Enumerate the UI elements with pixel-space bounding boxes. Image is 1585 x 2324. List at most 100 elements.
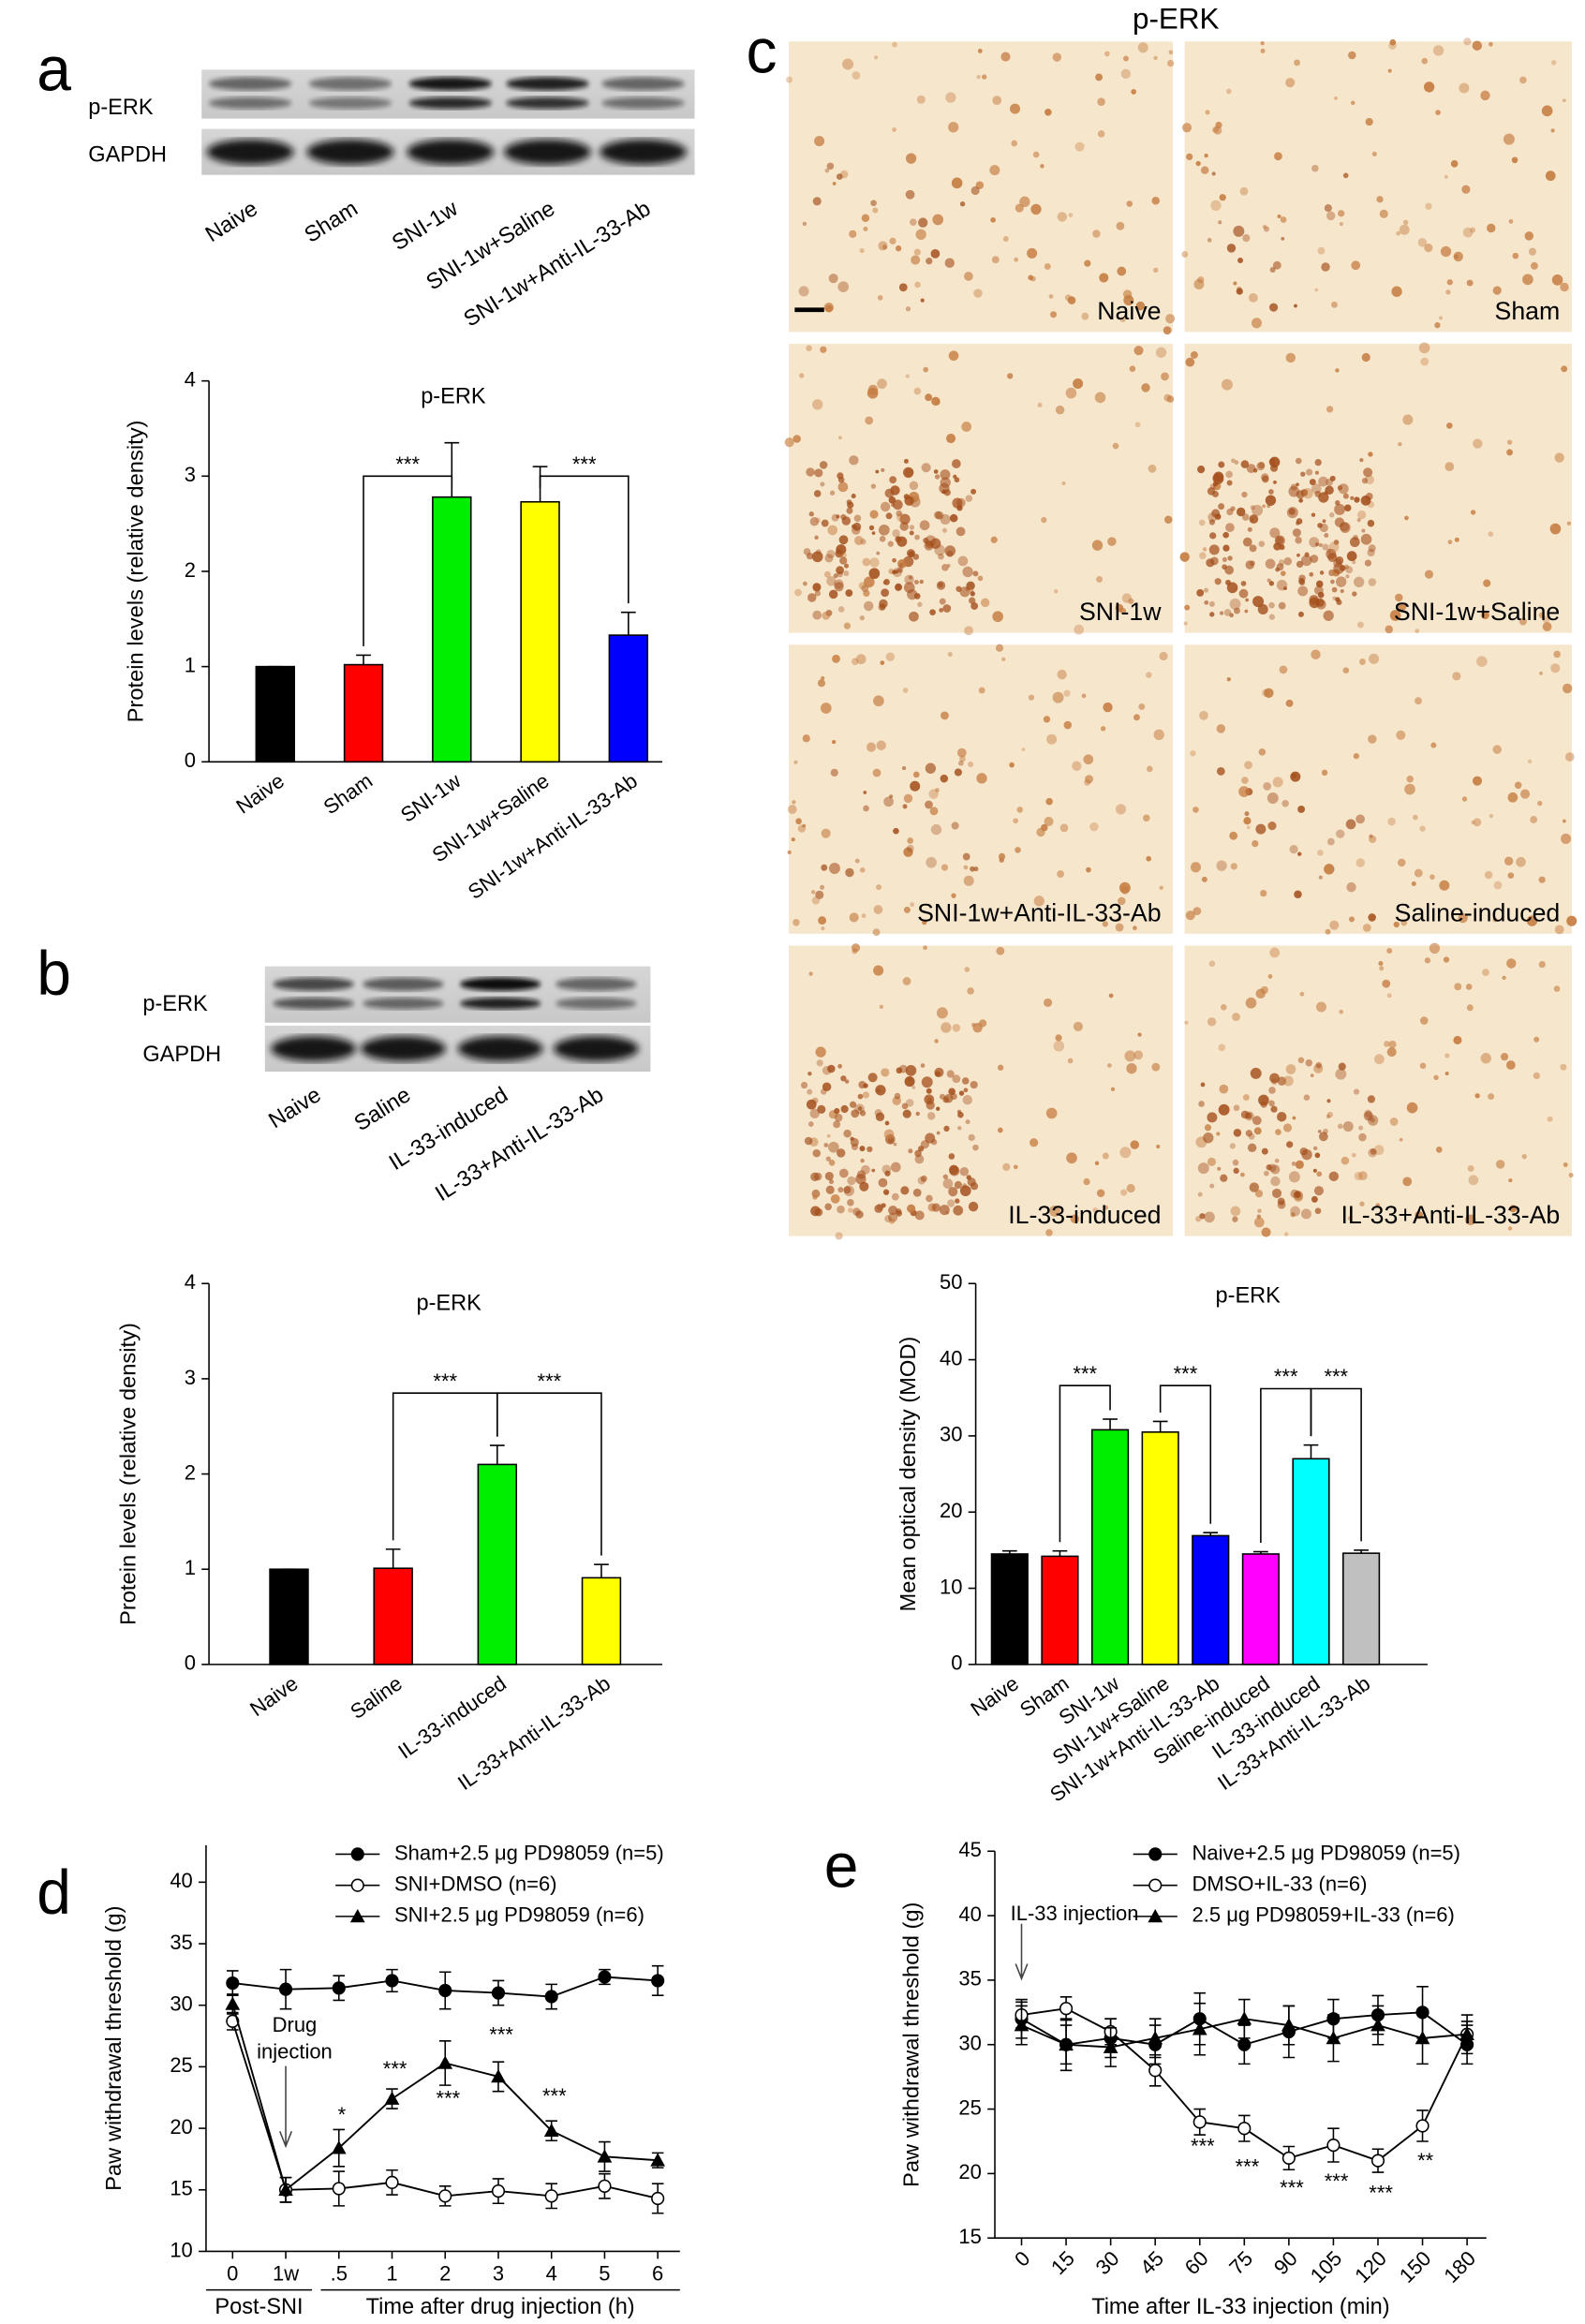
stained-cell (816, 1059, 823, 1067)
stained-cell (1367, 1095, 1375, 1103)
stained-cell (1183, 621, 1188, 626)
stained-cell (802, 823, 807, 828)
stained-cell (1278, 601, 1286, 610)
stained-cell (883, 796, 894, 807)
stained-cell (941, 527, 947, 533)
marker (598, 2179, 612, 2193)
stained-cell (1212, 481, 1219, 487)
stained-cell (934, 474, 941, 480)
stained-cell (1549, 523, 1562, 535)
stained-cell (1480, 90, 1490, 101)
stained-cell (1367, 548, 1375, 557)
blot-band (555, 977, 637, 991)
stained-cell (843, 1186, 852, 1194)
stained-cell (1252, 504, 1264, 516)
marker (1148, 2064, 1163, 2078)
stained-cell (1204, 600, 1209, 605)
stained-cell (1277, 214, 1281, 219)
stained-cell (1208, 519, 1216, 525)
stained-cell (1123, 55, 1129, 62)
stained-cell (895, 1208, 902, 1215)
significance-bracket (1310, 1387, 1362, 1542)
x-tick-label: 60 (1180, 2246, 1213, 2279)
marker (544, 2189, 558, 2203)
stained-cell (1291, 773, 1296, 778)
legend-label: SNI+DMSO (n=6) (394, 1872, 556, 1895)
stained-cell (1418, 342, 1430, 354)
micrograph-label: SNI-1w+Anti-IL-33-Ab (917, 898, 1161, 926)
stained-cell (1289, 845, 1298, 854)
bar (1192, 1534, 1230, 1665)
stained-cell (828, 274, 838, 284)
stained-cell (1328, 541, 1340, 553)
stained-cell (1470, 227, 1476, 233)
micrograph: Saline-induced (1184, 644, 1578, 935)
stained-cell (1197, 465, 1206, 474)
significance-label: ** (1417, 2149, 1434, 2172)
significance-label: *** (1191, 2135, 1215, 2158)
stained-cell (851, 1109, 860, 1118)
stained-cell (804, 1136, 813, 1146)
stained-cell (1001, 657, 1006, 662)
stained-cell (1318, 476, 1328, 487)
stained-cell (1216, 1132, 1221, 1136)
stained-cell (839, 556, 848, 565)
stained-cell (1355, 814, 1365, 824)
stained-cell (930, 823, 942, 836)
stained-cell (1492, 917, 1498, 923)
stained-cell (1343, 564, 1350, 570)
stained-cell (1212, 126, 1219, 133)
blot-row-label: GAPDH (142, 1043, 221, 1067)
stained-cell (1370, 1148, 1377, 1155)
stained-cell (1399, 224, 1410, 235)
stained-cell (1336, 576, 1347, 587)
stained-cell (807, 593, 817, 602)
stained-cell (1352, 591, 1357, 597)
stained-cell (792, 800, 796, 805)
stained-cell (867, 384, 879, 395)
chart-title: p-ERK (1216, 1284, 1281, 1309)
stained-cell (1040, 164, 1044, 169)
bar (1241, 1553, 1280, 1665)
stained-cell (1286, 1141, 1294, 1148)
stained-cell (934, 1039, 939, 1044)
stained-cell (814, 468, 823, 478)
blot-band (457, 1036, 543, 1061)
stained-cell (1084, 259, 1091, 267)
stained-cell (1376, 196, 1384, 203)
stained-cell (1002, 1162, 1011, 1171)
x-tick-label: 105 (1306, 2246, 1347, 2287)
micrograph-label: Saline-induced (1395, 898, 1561, 926)
stained-cell (1521, 1153, 1527, 1160)
marker (1370, 2154, 1385, 2168)
stained-cell (1153, 729, 1164, 741)
stained-cell (1297, 805, 1306, 813)
stained-cell (1198, 519, 1206, 526)
stained-cell (1200, 166, 1209, 174)
stained-cell (829, 490, 836, 496)
stained-cell (810, 890, 816, 895)
stained-cell (1184, 604, 1191, 611)
stained-cell (1398, 441, 1402, 447)
stained-cell (1151, 196, 1160, 205)
stained-cell (1296, 482, 1299, 487)
stained-cell (1297, 851, 1302, 856)
stained-cell (1120, 1189, 1128, 1196)
stained-cell (1541, 105, 1553, 117)
stained-cell (861, 214, 870, 223)
stained-cell (1452, 672, 1461, 681)
stained-cell (980, 598, 990, 608)
stained-cell (1218, 461, 1225, 468)
stained-cell (822, 1082, 832, 1092)
stained-cell (1000, 52, 1011, 62)
stained-cell (1232, 1013, 1240, 1022)
stained-cell (1361, 352, 1370, 363)
stained-cell (1415, 697, 1422, 705)
stained-cell (1246, 825, 1251, 830)
stained-cell (1186, 153, 1193, 161)
x-tick-label: Saline (346, 1671, 406, 1724)
stained-cell (1083, 754, 1094, 765)
stained-cell (1295, 1160, 1304, 1169)
stained-cell (1309, 479, 1316, 486)
stained-cell (1267, 974, 1273, 979)
